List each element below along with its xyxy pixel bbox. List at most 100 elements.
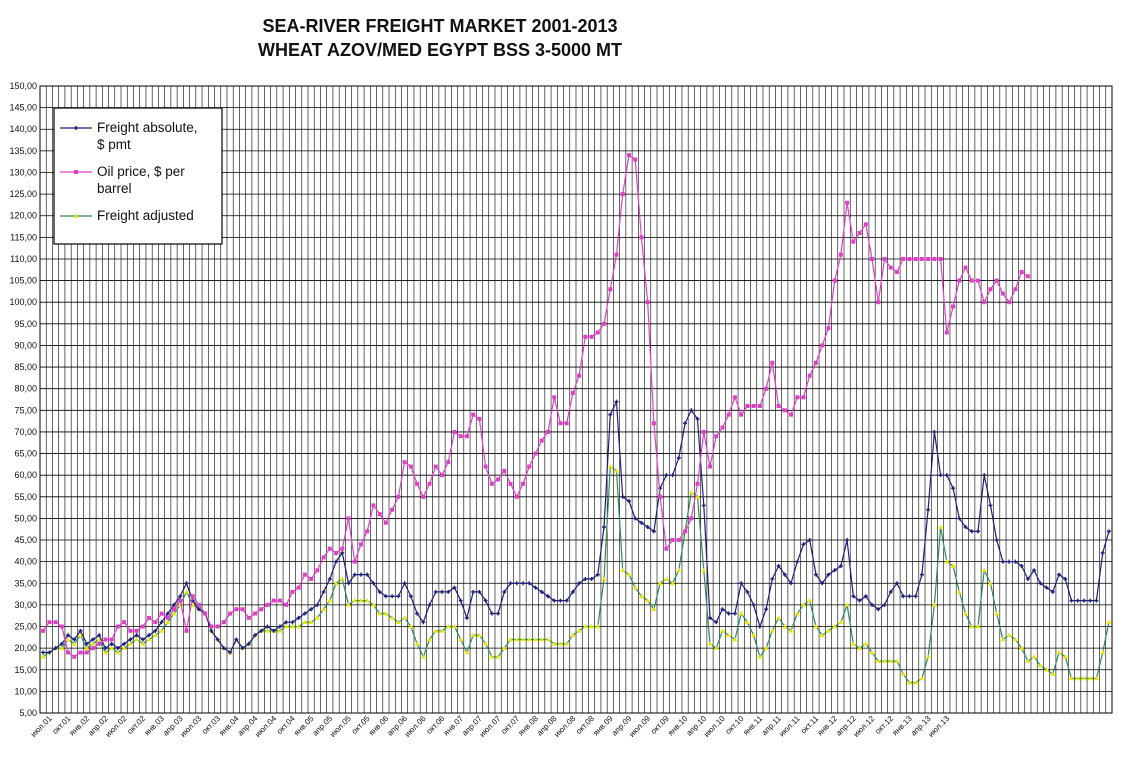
data-point [496,477,501,482]
data-point [658,494,663,499]
data-point [215,637,220,642]
data-point [309,576,314,581]
data-point [271,628,276,633]
data-point [402,581,407,586]
y-tick-label: 120,00 [9,211,37,221]
data-point [707,641,713,646]
data-point [147,615,152,620]
data-point [907,680,912,685]
data-point [751,403,756,408]
data-point [745,403,750,408]
y-tick-label: 105,00 [9,276,37,286]
data-point [751,602,756,607]
data-point [570,391,575,396]
data-point [140,637,145,642]
data-point [907,256,912,261]
x-tick-label: июл.08 [552,714,577,739]
data-point [184,581,189,586]
data-point [402,460,407,465]
data-point [308,619,314,624]
data-point [957,516,962,521]
data-point [876,300,881,305]
data-point [695,481,700,486]
data-point [521,481,526,486]
data-point [471,589,476,594]
data-point [657,580,663,586]
data-point [408,464,413,469]
data-point [651,606,657,612]
data-point [807,538,812,543]
data-point [720,425,725,430]
data-point [78,650,83,655]
legend-label: barrel [97,181,132,196]
y-tick-label: 5,00 [19,708,37,718]
data-point [134,628,139,633]
data-point [153,628,158,633]
data-point [390,594,395,599]
data-point [564,421,569,426]
data-point [857,645,862,650]
data-point [1106,619,1112,624]
data-point [259,607,264,612]
data-point [651,421,656,426]
data-point [583,576,588,581]
data-point [415,611,420,616]
data-point [302,611,307,616]
data-point [589,576,594,581]
data-point [1006,632,1012,637]
y-tick-label: 80,00 [14,384,37,394]
data-point [458,434,463,439]
data-point [807,597,813,603]
y-tick-label: 115,00 [10,232,37,242]
data-point [708,615,712,620]
data-point [171,610,177,616]
data-point [951,304,956,309]
data-point [84,650,89,655]
data-point [944,559,950,564]
data-point [1062,654,1068,659]
data-point [427,481,432,486]
data-point [913,680,919,685]
data-point [1013,559,1018,564]
chart-grid [39,85,1113,714]
data-point [832,568,837,573]
data-point [1069,598,1074,603]
data-point [103,646,108,651]
data-point [96,636,102,642]
data-point [539,589,544,594]
data-point [607,463,613,469]
data-point [1019,645,1025,650]
data-point [309,607,314,612]
y-tick-label: 35,00 [14,578,37,588]
data-point [982,300,987,305]
data-point [1094,598,1099,603]
data-point [533,636,538,642]
data-point [720,607,725,612]
data-point [626,153,631,158]
data-point [919,256,924,261]
data-point [558,421,563,426]
data-point [794,610,800,616]
data-point [1088,598,1093,603]
data-point [521,581,526,586]
data-point [558,598,563,603]
data-point [870,256,875,261]
data-point [340,546,345,551]
data-point [726,412,731,417]
data-point [471,412,476,417]
legend-label: Freight absolute, [97,120,198,135]
data-point [109,641,114,646]
data-point [296,623,302,629]
data-point [364,597,370,603]
data-point [869,649,875,655]
data-point [383,520,388,525]
data-point [714,434,719,439]
data-point [695,416,700,421]
data-point [1007,559,1012,564]
data-point [739,412,744,417]
data-point [714,620,719,625]
data-point [477,589,482,594]
data-point [1081,675,1087,681]
data-point [90,646,95,651]
data-point [639,520,644,525]
